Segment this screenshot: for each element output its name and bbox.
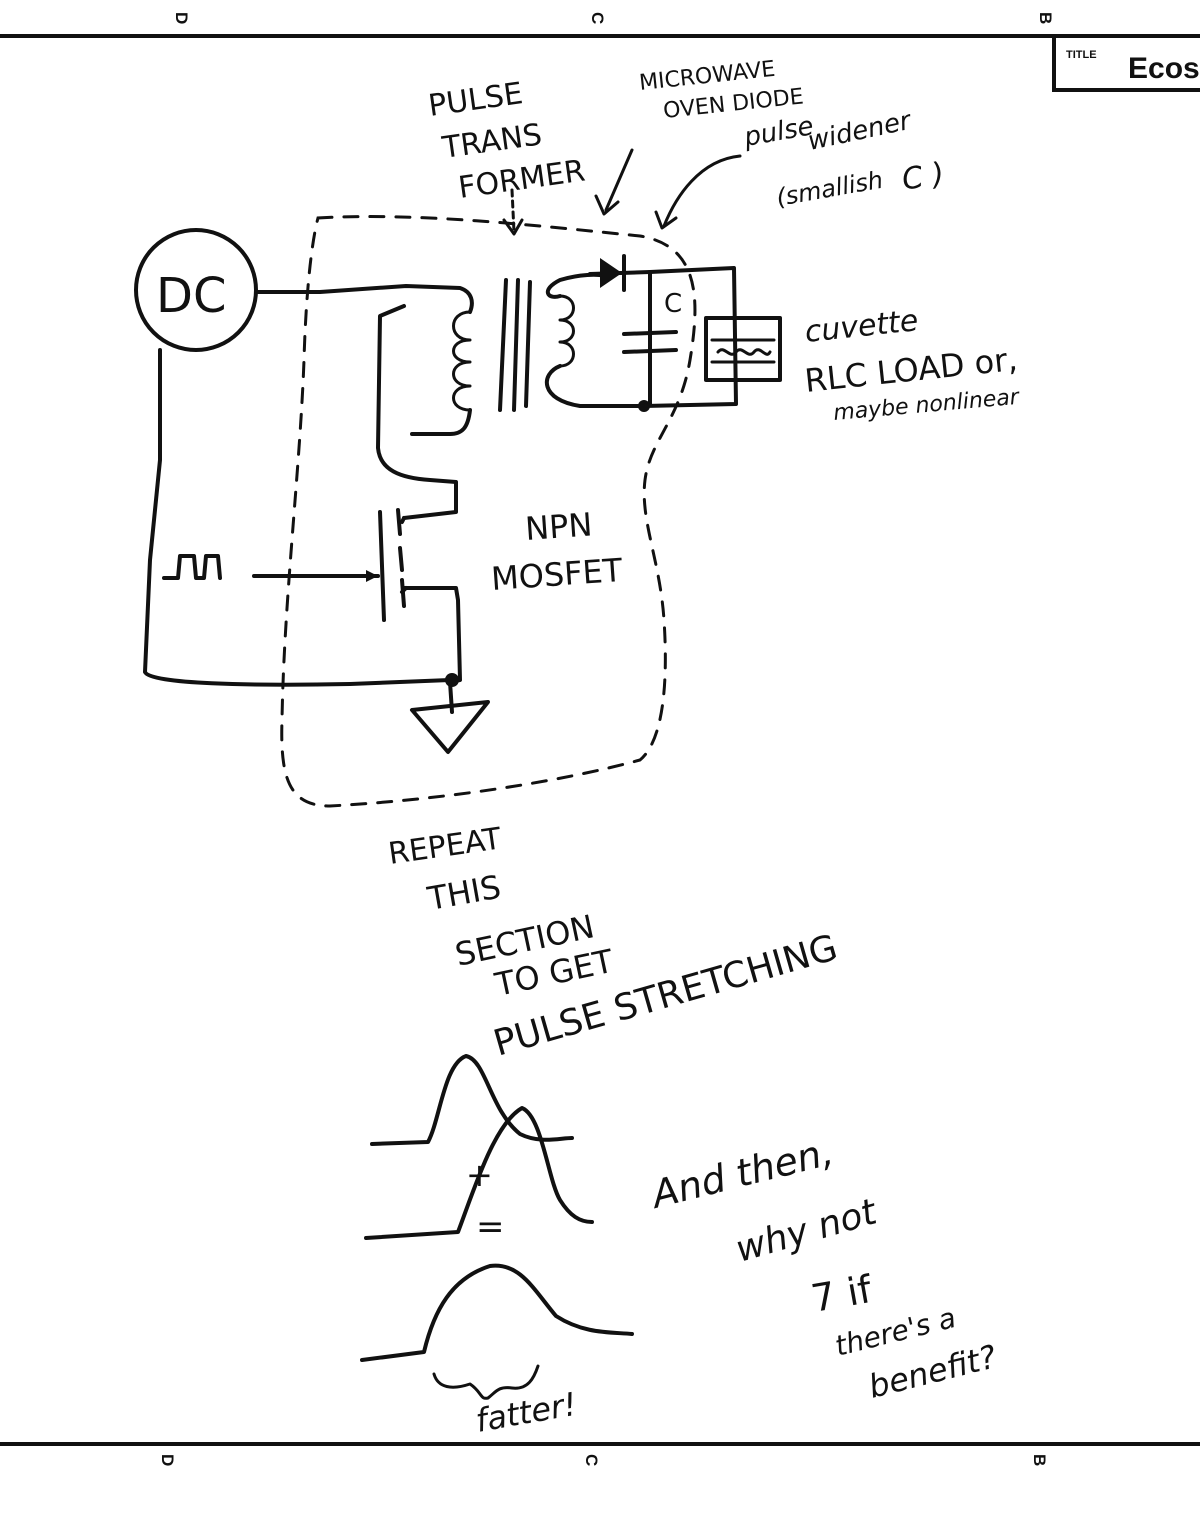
zone-label-b-bottom: B xyxy=(1030,1454,1049,1466)
why-not-line-3: 7 if xyxy=(808,1267,877,1321)
cuvette-load xyxy=(642,266,782,408)
pulse-sketches: + = fatter! xyxy=(360,1054,634,1440)
zone-label-d-bottom: D xyxy=(158,1454,177,1466)
pulse-sketch-second xyxy=(364,1106,594,1240)
zone-label-b-top: B xyxy=(1036,12,1055,24)
title-block-value: Ecos xyxy=(1128,52,1200,85)
bottom-zone-labels: D C B xyxy=(158,1454,1049,1466)
pulse-widener-line-2: widener xyxy=(805,105,915,156)
ground-junction-dot xyxy=(445,673,459,687)
cuvette-note: cuvette RLC LOAD or, maybe nonlinear xyxy=(803,303,1022,426)
repeat-line-1: REPEAT xyxy=(386,821,504,872)
fatter-note: fatter! xyxy=(473,1385,580,1440)
cuvette-line-1: cuvette xyxy=(803,303,920,350)
dc-source: DC xyxy=(134,228,258,352)
title-block-label: TITLE xyxy=(1066,49,1097,61)
border-frame xyxy=(0,34,1200,1446)
repeat-line-2: THIS xyxy=(424,868,504,918)
why-not-note: And then, why not 7 if there's a benefit… xyxy=(645,1129,1001,1405)
npn-mosfet xyxy=(162,508,408,622)
repeat-section-boundary xyxy=(280,215,697,808)
annotation-arrows xyxy=(502,148,742,236)
pulse-widener-line-4: C ) xyxy=(899,156,947,198)
top-zone-labels: D C B xyxy=(172,12,1055,24)
pulse-sketch-result xyxy=(360,1263,634,1362)
mosfet-gate-plate xyxy=(378,510,386,622)
gate-pulse-signal xyxy=(162,554,222,580)
circuit-wiring xyxy=(143,284,474,714)
dc-source-label: DC xyxy=(156,268,226,324)
dc-source-circle xyxy=(134,228,258,352)
diode-triangle xyxy=(600,258,622,288)
pulse-transformer xyxy=(452,272,646,412)
diode-note: MICROWAVE OVEN DIODE xyxy=(638,57,805,124)
title-block: TITLE Ecos xyxy=(1052,36,1200,92)
equals-sign: = xyxy=(476,1207,505,1247)
why-not-line-2: why not xyxy=(731,1191,883,1271)
pulse-widener-line-1: pulse xyxy=(741,111,816,153)
why-not-line-1: And then, xyxy=(645,1129,838,1217)
pulse-sketch-first xyxy=(370,1054,574,1146)
capacitor-label: C xyxy=(664,289,682,319)
zone-label-d-top: D xyxy=(172,12,191,24)
zone-label-c-bottom: C xyxy=(582,1454,601,1466)
cuvette-body xyxy=(704,316,782,382)
fatter-brace xyxy=(432,1364,540,1400)
pulse-transformer-line-1: PULSE xyxy=(426,76,525,124)
mosfet-line-1: NPN xyxy=(524,505,594,548)
secondary-winding xyxy=(544,272,646,408)
primary-winding xyxy=(452,310,472,412)
zone-label-c-top: C xyxy=(588,12,607,24)
microwave-oven-diode xyxy=(588,254,652,292)
pulse-transformer-note: PULSE TRANS FORMER xyxy=(426,76,587,206)
pulse-widener-note: pulse widener (smallish C ) xyxy=(741,105,947,212)
mosfet-line-2: MOSFET xyxy=(490,551,624,598)
plus-sign: + xyxy=(466,1156,493,1194)
pulse-widener-line-3: (smallish xyxy=(774,166,885,212)
transformer-core xyxy=(498,278,532,412)
pulse-transformer-line-2: TRANS xyxy=(439,117,544,166)
repeat-note: REPEAT THIS SECTION TO GET PULSE STRETCH… xyxy=(386,821,842,1064)
mosfet-note: NPN MOSFET xyxy=(490,505,624,598)
ground-symbol xyxy=(410,700,490,754)
widener-capacitor: C xyxy=(622,270,682,412)
